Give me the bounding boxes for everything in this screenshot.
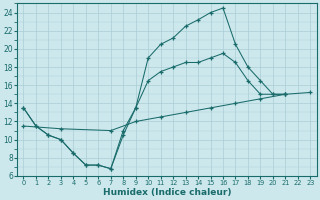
X-axis label: Humidex (Indice chaleur): Humidex (Indice chaleur): [103, 188, 231, 197]
